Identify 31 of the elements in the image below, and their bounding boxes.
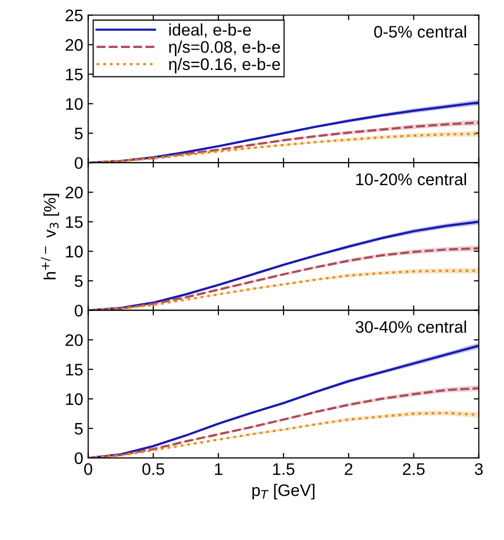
y-tick-label: 10 <box>66 393 83 406</box>
y-tick-label: 25 <box>66 10 83 22</box>
y-tick-label: 0 <box>74 157 83 169</box>
x-tick-label: 0 <box>84 463 92 476</box>
y-tick-label: 20 <box>66 334 83 346</box>
y-tick-label: 20 <box>66 39 83 51</box>
y-tick-label: 15 <box>66 364 83 376</box>
y-axis-title: h$^{+/−}$ v$_{3}$ [%] <box>40 194 60 280</box>
x-tick-label: 2 <box>344 463 352 475</box>
x-tick-label: 2.5 <box>402 463 425 476</box>
y-tick-label: 0 <box>74 304 83 317</box>
y-tick-label: 10 <box>66 98 83 110</box>
annotation: 0-5% central <box>374 25 466 38</box>
y-tick-label: 15 <box>66 68 83 80</box>
y-tick-label: 5 <box>74 275 83 288</box>
y-tick-label: 10 <box>66 246 83 258</box>
y-tick-label: 5 <box>74 128 83 140</box>
y-tick-label: 20 <box>66 186 83 198</box>
legend-label: η/s=0.08, e-b-e <box>169 40 280 56</box>
x-tick-label: 1.5 <box>273 463 294 476</box>
y-tick-label: 0 <box>74 452 83 464</box>
x-tick-label: 0.5 <box>142 463 164 476</box>
annotation: 10-20% central <box>356 173 466 186</box>
x-tick-label: 1 <box>215 463 222 475</box>
legend-label: ideal, e-b-e <box>169 23 251 38</box>
x-axis-title: p$_{T}$ [GeV] <box>252 484 314 500</box>
x-tick-label: 3 <box>474 463 483 476</box>
y-tick-label: 15 <box>66 216 83 228</box>
annotation: 30-40% central <box>356 320 466 333</box>
y-tick-label: 5 <box>74 422 83 435</box>
legend-label: η/s=0.16, e-b-e <box>169 58 280 74</box>
